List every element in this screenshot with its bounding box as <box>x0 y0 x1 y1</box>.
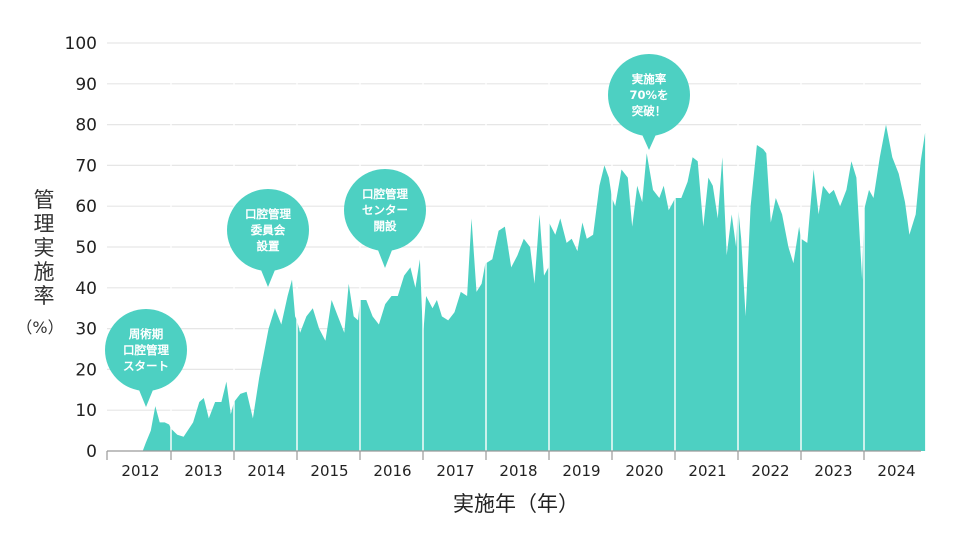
bubble-text-line: 70%を <box>629 88 668 102</box>
x-tick-label: 2014 <box>247 462 285 480</box>
x-tick-label: 2020 <box>625 462 663 480</box>
y-title-char: 実 <box>34 236 55 260</box>
bubble-text-line: 口腔管理 <box>245 207 291 221</box>
bubble-text-line: 周術期 <box>129 327 164 341</box>
x-tick-label: 2012 <box>121 462 159 480</box>
y-title-unit: （%） <box>16 318 63 337</box>
bubble-text-line: 突破！ <box>632 104 667 118</box>
bubble-text-line: スタート <box>123 359 169 373</box>
y-tick-label: 70 <box>75 156 97 176</box>
x-axis: 2012 2013 2014 2015 2016 2017 2018 2019 2020 2021… <box>106 450 921 480</box>
y-title-char: 管 <box>34 188 55 212</box>
bubble-text-line: センター <box>362 203 408 217</box>
bubble-circle <box>227 189 309 271</box>
y-tick-label: 100 <box>65 34 97 54</box>
y-tick-label: 40 <box>75 279 97 299</box>
x-axis-title: 実施年（年） <box>453 492 579 516</box>
y-axis-ticks: 0 10 20 30 40 50 60 70 80 90 100 <box>65 34 97 462</box>
x-tick-label: 2018 <box>499 462 537 480</box>
y-tick-label: 80 <box>75 116 97 136</box>
x-tick-label: 2013 <box>184 462 222 480</box>
y-title-char: 施 <box>34 260 55 284</box>
y-tick-label: 90 <box>75 75 97 95</box>
y-title-char: 理 <box>34 212 55 236</box>
annotation-bubble: 実施率 70%を突破！ <box>608 54 690 150</box>
y-tick-label: 0 <box>86 442 97 462</box>
x-tick-label: 2024 <box>877 462 915 480</box>
bubble-text-line: 口腔管理 <box>123 343 169 357</box>
y-axis-title: 管 理 実 施 率 （%） <box>16 188 63 337</box>
x-tick-label: 2017 <box>436 462 474 480</box>
area-series <box>108 124 926 451</box>
x-tick-label: 2016 <box>373 462 411 480</box>
x-tick-label: 2021 <box>688 462 726 480</box>
y-tick-label: 50 <box>75 238 97 258</box>
bubble-text-line: 開設 <box>374 219 397 233</box>
x-tick-label: 2023 <box>814 462 852 480</box>
x-tick-label: 2022 <box>751 462 789 480</box>
bubble-text-line: 委員会 <box>250 223 286 237</box>
bubble-text-line: 口腔管理 <box>362 187 408 201</box>
bubble-circle <box>344 169 426 251</box>
y-tick-label: 60 <box>75 197 97 217</box>
y-title-char: 率 <box>34 284 55 308</box>
bubble-circle <box>105 309 187 391</box>
y-tick-label: 20 <box>75 360 97 380</box>
x-tick-label: 2015 <box>310 462 348 480</box>
bubble-circle <box>608 54 690 136</box>
y-tick-label: 10 <box>75 401 97 421</box>
bubble-text-line: 実施率 <box>632 72 667 86</box>
y-tick-label: 30 <box>75 320 97 340</box>
bubble-text-line: 設置 <box>257 239 280 253</box>
x-tick-label: 2019 <box>562 462 600 480</box>
